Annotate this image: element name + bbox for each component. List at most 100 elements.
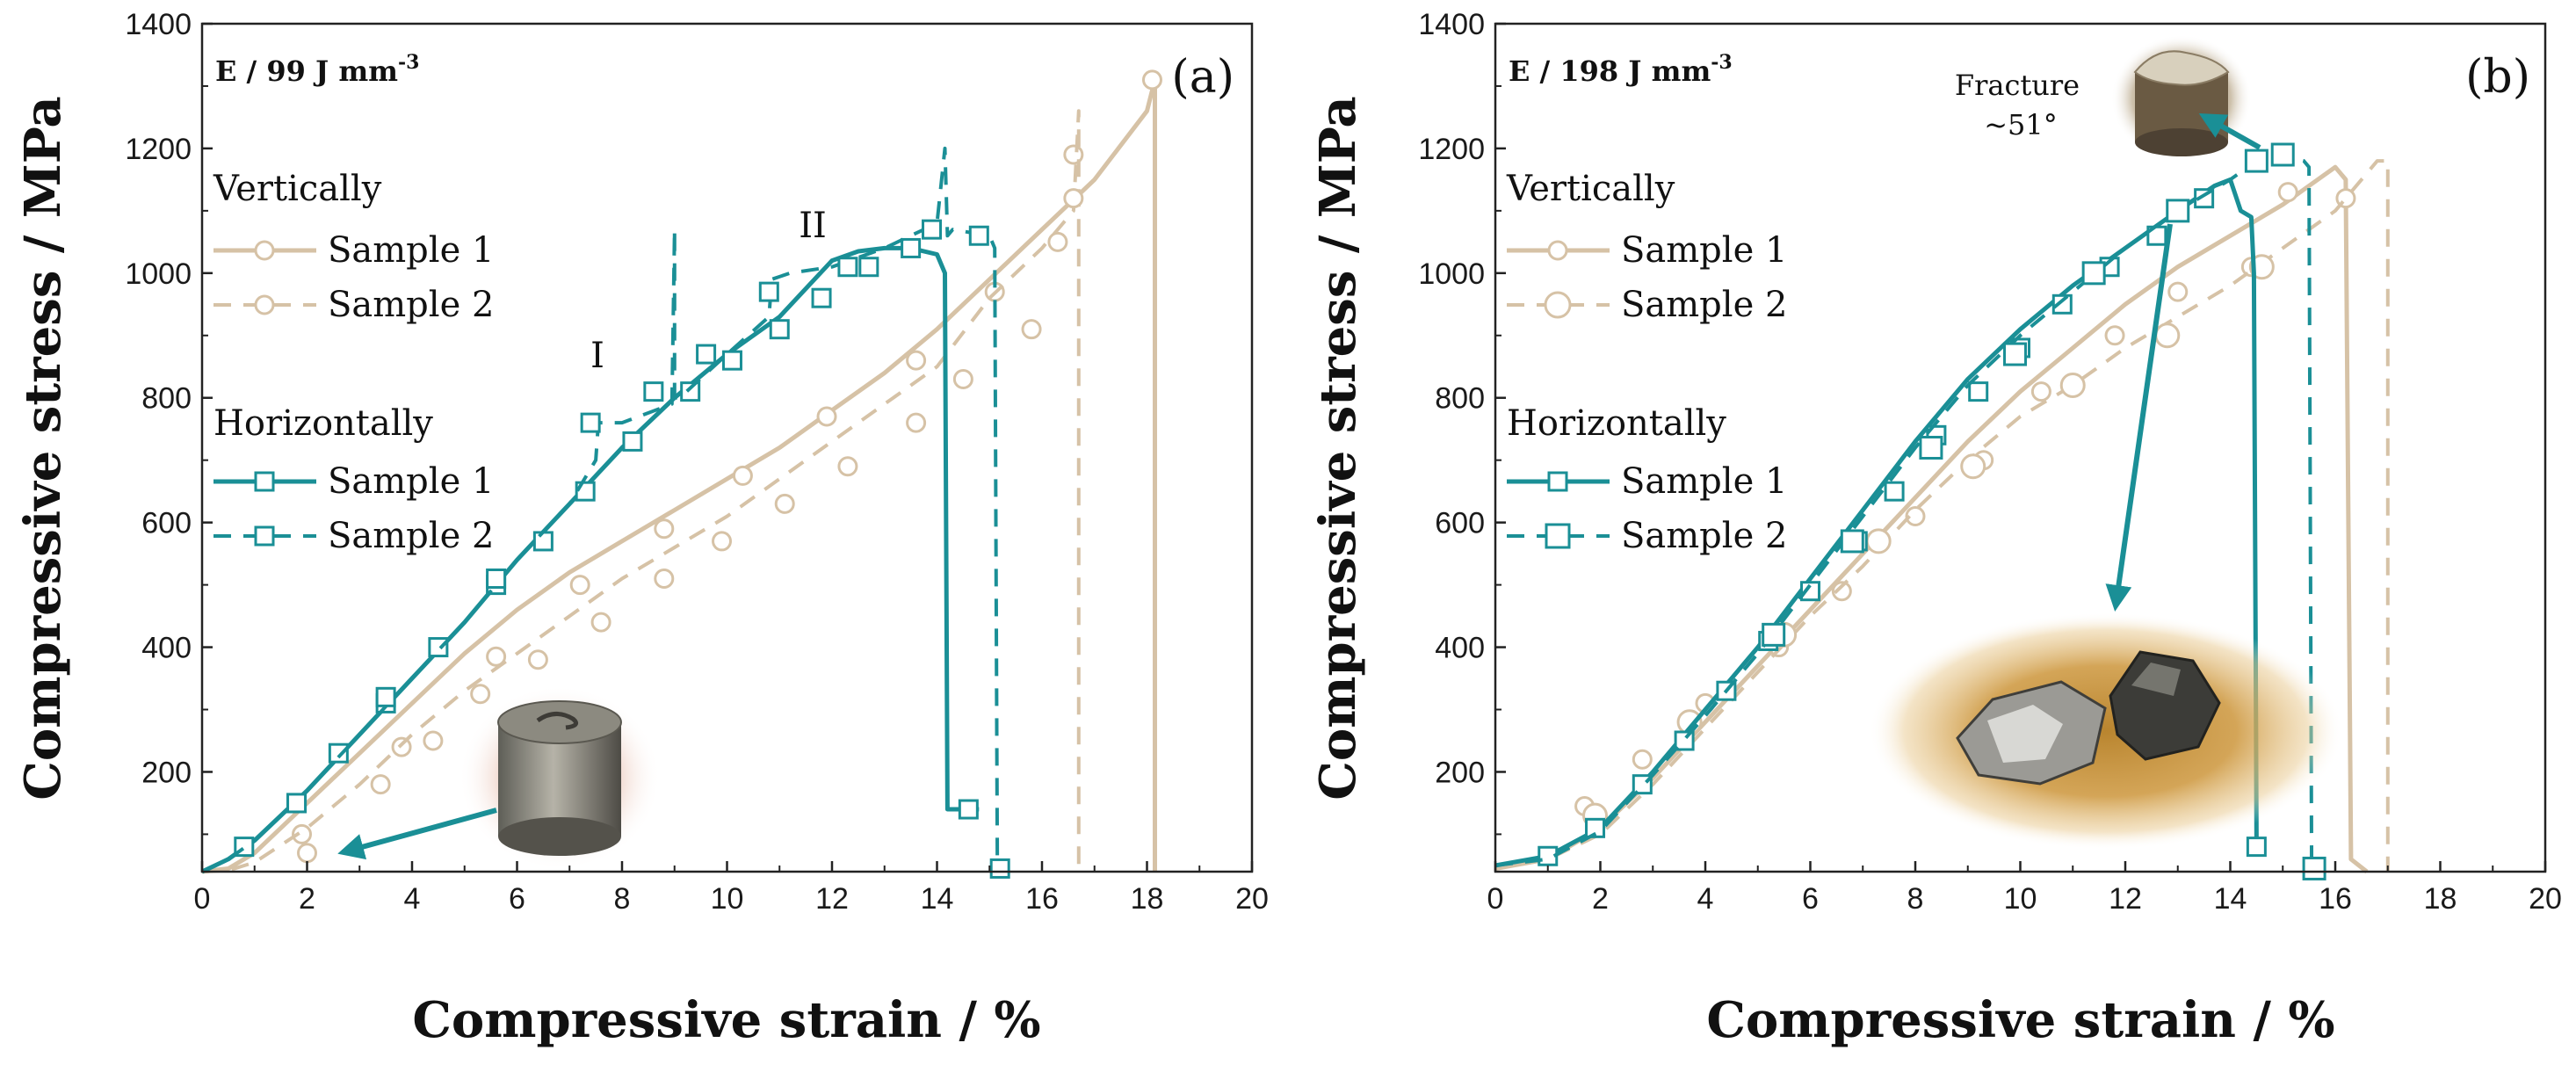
series-point — [732, 465, 753, 486]
x-tick-label: 2 — [299, 882, 315, 916]
x-ticks-b: 0 2 4 6 8 10 12 14 16 18 20 — [1487, 861, 2562, 916]
panel-b: 0 2 4 6 8 10 12 14 16 18 20 200 400 600 800 1000 1200 14… — [1309, 8, 2562, 1049]
x-tick-label: 8 — [614, 882, 631, 916]
y-ticks-a: 200 400 600 800 1000 1200 1400 — [125, 8, 213, 836]
series-point — [2277, 182, 2298, 203]
x-tick-label: 18 — [1131, 882, 1164, 916]
plot-area-a — [200, 69, 1162, 879]
x-axis-title-b: Compressive strain / % — [1706, 991, 2334, 1049]
legend-marker-v1-a — [254, 240, 275, 261]
series-horizontally-sample-2 — [1494, 142, 2326, 880]
x-ticks-a: 0 2 4 6 8 10 12 14 16 18 20 — [194, 861, 1269, 916]
y-tick-label: 200 — [1435, 756, 1485, 789]
series-point — [1021, 319, 1042, 340]
series-point — [1632, 749, 1653, 770]
series-point — [328, 742, 349, 764]
series-point — [1047, 231, 1068, 252]
series-point — [1919, 436, 1943, 460]
series-point — [758, 281, 779, 302]
energy-label-a: E / 99 J mm-3 — [215, 51, 419, 88]
series-point — [712, 531, 733, 552]
x-tick-label: 18 — [2424, 882, 2457, 916]
cylinder-bottom — [498, 817, 621, 856]
x-tick-label: 12 — [815, 882, 849, 916]
legend-group-horizontally-a: Horizontally — [213, 403, 433, 444]
legend-group-horizontally-b: Horizontally — [1507, 403, 1726, 444]
y-tick-label: 1200 — [125, 133, 192, 166]
series-point — [2059, 373, 2086, 399]
legend-marker-v2-a — [254, 294, 275, 315]
legend-item-v2-a: Sample 2 — [328, 285, 494, 325]
x-tick-label: 10 — [711, 882, 744, 916]
x-tick-label: 4 — [404, 882, 421, 916]
series-point — [527, 649, 548, 670]
series-point — [1840, 529, 1864, 554]
legend-item-v2-b: Sample 2 — [1621, 285, 1787, 325]
series-point — [811, 287, 832, 308]
series-point — [1831, 581, 1852, 602]
inset-photo-fragments-b — [1869, 612, 2343, 850]
series-point — [428, 637, 449, 658]
series-point — [1968, 381, 1989, 402]
series-line — [201, 146, 1000, 873]
series-point — [958, 799, 979, 820]
series-point — [486, 646, 507, 667]
fragment-right-shine — [2131, 663, 2181, 696]
series-line — [1494, 153, 2320, 871]
series-point — [1585, 817, 1606, 838]
x-tick-label: 14 — [921, 882, 954, 916]
y-tick-label: 1200 — [1418, 133, 1485, 166]
series-line — [1494, 177, 2260, 868]
x-tick-label: 14 — [2214, 882, 2247, 916]
series-point — [375, 686, 396, 707]
x-tick-label: 12 — [2109, 882, 2142, 916]
series-point — [2154, 322, 2181, 349]
y-axis-title-a: Compressive stress / MPa — [14, 96, 72, 800]
series-point — [721, 350, 742, 371]
y-tick-label: 400 — [141, 632, 192, 665]
series-point — [470, 684, 491, 705]
legend-item-v1-a: Sample 1 — [328, 230, 494, 271]
series-point — [1762, 622, 1786, 647]
series-line — [1494, 164, 2369, 873]
annotation-I-a: I — [590, 336, 604, 376]
panel-a: 0 2 4 6 8 10 12 14 16 18 20 200 400 600 800 1000 1200 14… — [14, 8, 1269, 1049]
legend-marker-h2-b — [1545, 523, 1571, 549]
series-point — [569, 575, 590, 596]
inset-photo-fractured-cylinder-b — [2111, 35, 2252, 162]
plot-area-b — [1494, 142, 2390, 880]
series-point — [2166, 199, 2190, 223]
fractured-cylinder-top — [2133, 50, 2230, 86]
series-point — [2270, 142, 2295, 167]
legend-marker-v2-b — [1544, 291, 1572, 319]
series-point — [286, 793, 308, 814]
x-tick-label: 20 — [2529, 882, 2562, 916]
series-point — [906, 412, 927, 433]
energy-label-text-b: E / 198 J mm — [1509, 54, 1711, 88]
series-point — [370, 774, 391, 795]
y-axis-title-b: Compressive stress / MPa — [1309, 96, 1367, 800]
legend-marker-h2-a — [254, 525, 275, 547]
x-tick-label: 4 — [1697, 882, 1714, 916]
energy-label-text-a: E / 99 J mm — [215, 54, 398, 88]
series-line — [201, 109, 1081, 873]
series-point — [2051, 293, 2073, 315]
series-point — [292, 823, 313, 844]
series-point — [2302, 856, 2326, 880]
annotation-fracture-b: Fracture — [1955, 69, 2080, 102]
axes-frame-a — [200, 22, 1254, 873]
series-point — [2003, 342, 2028, 366]
series-point — [837, 257, 858, 278]
y-tick-label: 1400 — [1418, 8, 1485, 41]
legend-item-h1-b: Sample 1 — [1621, 461, 1787, 502]
cylinder-top-mark — [536, 712, 579, 730]
y-ticks-b: 200 400 600 800 1000 1200 1400 — [1418, 8, 1506, 836]
series-point — [989, 858, 1010, 879]
x-tick-label: 10 — [2004, 882, 2037, 916]
series-point — [590, 612, 611, 633]
x-tick-label: 16 — [1025, 882, 1059, 916]
series-point — [297, 843, 317, 864]
series-point — [680, 381, 701, 402]
x-tick-label: 16 — [2319, 882, 2352, 916]
series-point — [2030, 381, 2051, 402]
